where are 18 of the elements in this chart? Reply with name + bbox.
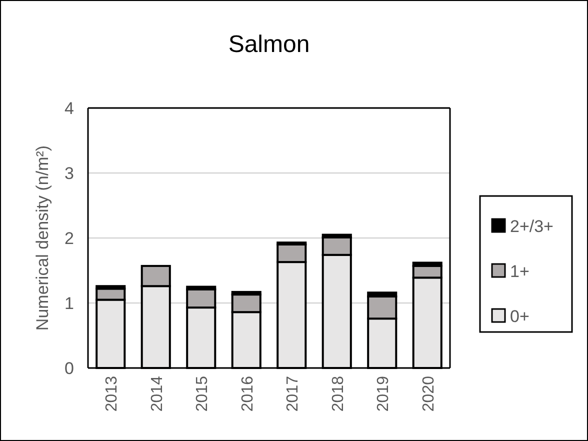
- x-tick-label: 2017: [284, 376, 302, 412]
- legend-label: 1+: [510, 262, 530, 281]
- y-tick-label: 2: [64, 229, 74, 248]
- x-tick-label: 2014: [148, 376, 166, 412]
- x-tick-label: 2018: [330, 376, 347, 412]
- x-tick-label: 2015: [194, 376, 212, 412]
- y-tick-label: 0: [64, 359, 74, 378]
- x-tick-label: 2019: [375, 376, 392, 412]
- y-axis-title: Numerical density (n/m²): [33, 145, 52, 331]
- chart-title: Salmon: [228, 31, 310, 58]
- legend-label: 0+: [510, 307, 530, 326]
- y-tick-label: 4: [64, 99, 74, 118]
- legend-label: 2+/3+: [510, 217, 554, 236]
- x-tick-label: 2020: [420, 376, 438, 412]
- y-tick-label: 3: [64, 164, 74, 183]
- x-tick-label: 2013: [104, 376, 121, 412]
- y-tick-label: 1: [64, 294, 74, 313]
- x-tick-label: 2016: [239, 376, 256, 412]
